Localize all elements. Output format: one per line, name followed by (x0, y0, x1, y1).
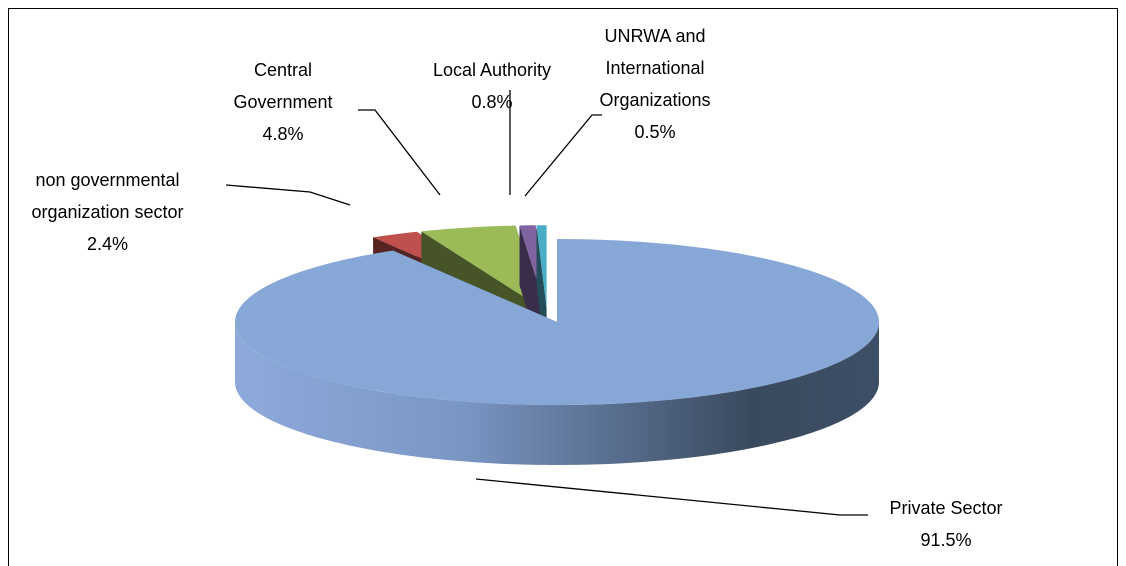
value-label: 0.5% (634, 122, 676, 142)
category-label: Central Government (233, 60, 333, 112)
leader-line (225, 184, 351, 206)
slice-wall (235, 322, 879, 465)
value-label: 0.8% (471, 92, 513, 112)
chart-border (8, 8, 1118, 566)
category-label: non governmental organization sector (31, 170, 184, 222)
value-label: 2.4% (86, 234, 129, 254)
leader-line (524, 114, 602, 197)
leader-line (475, 478, 868, 516)
slice-label: non governmental organization sector 2.4% (30, 164, 185, 260)
slice (536, 225, 547, 309)
slice-label: Central Government 4.8% (218, 54, 348, 150)
value-label: 4.8% (262, 124, 304, 144)
slice (421, 225, 542, 309)
value-label: 91.5% (920, 530, 972, 550)
slice-label: Private Sector 91.5% (856, 492, 1036, 556)
category-label: UNRWA and International Organizations (599, 26, 711, 110)
slice (235, 239, 879, 405)
category-label: Private Sector (889, 498, 1003, 518)
slice-label: UNRWA and International Organizations 0.5… (585, 20, 725, 148)
category-label: Local Authority (432, 60, 552, 80)
leader-line (358, 109, 441, 196)
slice-label: Local Authority 0.8% (402, 54, 582, 118)
